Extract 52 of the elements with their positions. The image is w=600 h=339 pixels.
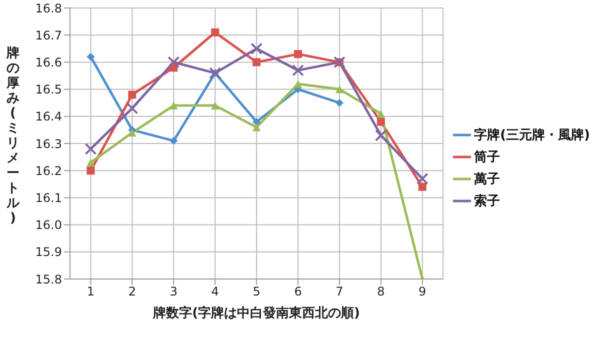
legend-label: 筒子: [474, 148, 500, 166]
point: [294, 50, 302, 58]
x-axis-title: 牌数字(字牌は中白發南東西北の順): [152, 305, 360, 321]
y-tick-label: 16.4: [35, 110, 62, 124]
y-tick-label: 15.8: [35, 272, 62, 286]
y-tick-label: 16.8: [35, 1, 62, 16]
x-tick-label: 7: [336, 284, 344, 299]
x-tick-label: 2: [128, 284, 136, 299]
point: [170, 102, 178, 110]
x-tick-label: 9: [418, 284, 426, 299]
point: [252, 118, 261, 126]
point: [168, 56, 180, 68]
y-tick-label: 16.6: [35, 55, 62, 70]
point: [84, 142, 97, 155]
point: [211, 28, 220, 36]
legend-label: 索子: [474, 192, 500, 210]
point: [86, 158, 95, 166]
point: [294, 80, 302, 88]
point: [170, 136, 178, 145]
point: [376, 110, 385, 118]
point: [250, 42, 263, 55]
point: [128, 128, 136, 137]
point: [335, 98, 344, 107]
point: [252, 123, 261, 132]
point: [376, 118, 385, 126]
y-tick-label: 16.2: [35, 164, 62, 178]
y-tick-label: 16.5: [35, 82, 62, 97]
x-tick-label: 3: [170, 284, 178, 299]
x-tick-label: 8: [377, 284, 385, 299]
text: 牌の厚み(ミリメートル): [6, 46, 20, 226]
point: [86, 52, 95, 61]
x-tick-label: 1: [86, 284, 95, 299]
y-tick-label: 15.9: [35, 245, 62, 260]
point: [86, 166, 95, 175]
y-tick-label: 16.1: [35, 190, 62, 205]
point: [418, 182, 426, 191]
point: [292, 64, 304, 76]
point: [211, 102, 220, 110]
y-tick-label: 16.3: [35, 136, 62, 151]
legend-label: 萬子: [474, 170, 500, 188]
x-tick-label: 4: [211, 284, 219, 299]
point: [128, 90, 136, 99]
point: [335, 85, 344, 94]
point: [416, 172, 428, 185]
x-tick-label: 5: [252, 284, 260, 299]
y-tick-label: 16.0: [35, 218, 62, 232]
y-tick-label: 16.7: [35, 28, 62, 42]
legend-label: 字牌(三元牌・風牌): [474, 126, 590, 144]
point: [252, 58, 261, 66]
point: [126, 102, 138, 114]
x-tick-label: 6: [294, 284, 302, 299]
point: [374, 129, 387, 142]
